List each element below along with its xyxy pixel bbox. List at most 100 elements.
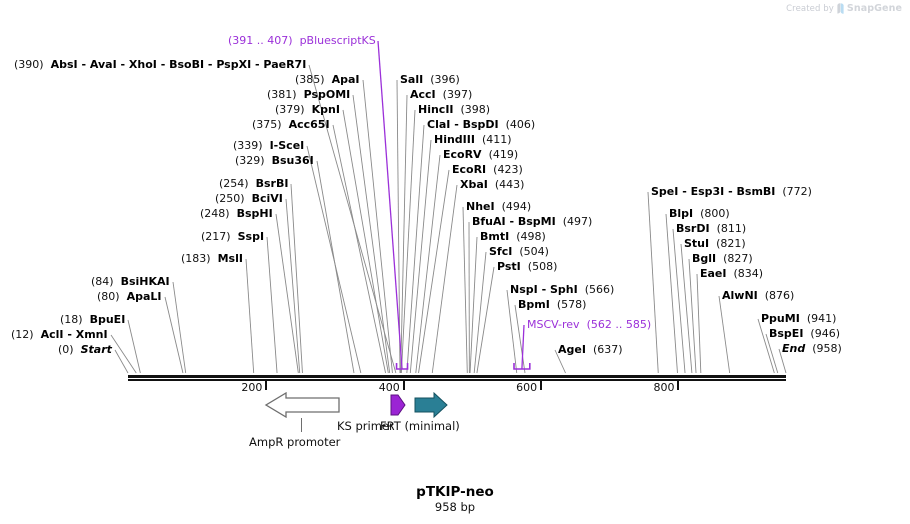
restriction-site-label[interactable]: (385) ApaI — [295, 74, 360, 86]
restriction-site-label[interactable]: HincII (398) — [418, 104, 490, 116]
feature-label[interactable]: (391 .. 407) pBluescriptKS — [228, 35, 376, 47]
site-position: (406) — [505, 118, 536, 131]
feature-leader-line — [521, 324, 525, 370]
restriction-site-label[interactable]: (18) BpuEI — [60, 314, 125, 326]
restriction-site-label[interactable]: BspEI (946) — [769, 328, 840, 340]
ruler-tick-label: 200 — [241, 381, 263, 394]
ks-primer-arrow[interactable] — [390, 392, 406, 418]
restriction-site-label[interactable]: NspI - SphI (566) — [510, 284, 614, 296]
restriction-site-label[interactable]: BfuAI - BspMI (497) — [472, 216, 592, 228]
restriction-site-label[interactable]: (217) SspI — [201, 231, 264, 243]
restriction-site-label[interactable]: BpmI (578) — [518, 299, 586, 311]
site-enzyme-name: SspI — [237, 230, 265, 243]
site-enzyme-name: BlpI — [669, 207, 694, 220]
site-enzyme-name: ApaI — [331, 73, 360, 86]
site-enzyme-name: XbaI — [460, 178, 488, 191]
restriction-site-label[interactable]: SpeI - Esp3I - BsmBI (772) — [651, 186, 812, 198]
frt-minimal-arrow[interactable] — [414, 392, 448, 418]
restriction-site-label[interactable]: (80) ApaLI — [97, 291, 162, 303]
site-leader-line — [342, 109, 389, 374]
restriction-site-label[interactable]: XbaI (443) — [460, 179, 524, 191]
site-position: (498) — [516, 230, 546, 243]
restriction-site-label[interactable]: BmtI (498) — [480, 231, 546, 243]
site-enzyme-name: PstI — [497, 260, 521, 273]
restriction-site-label[interactable]: (390) AbsI - AvaI - XhoI - BsoBI - PspXI… — [14, 59, 306, 71]
restriction-site-label[interactable]: StuI (821) — [684, 238, 746, 250]
restriction-site-label[interactable]: (329) Bsu36I — [235, 155, 314, 167]
restriction-site-label[interactable]: (339) I-SceI — [233, 140, 304, 152]
restriction-site-label[interactable]: AccI (397) — [410, 89, 472, 101]
site-enzyme-name: BspHI — [236, 207, 273, 220]
site-enzyme-name: BsrBI — [255, 177, 289, 190]
site-leader-line — [718, 295, 731, 374]
restriction-site-label[interactable]: EcoRV (419) — [443, 149, 518, 161]
restriction-site-label[interactable]: (183) MslI — [181, 253, 243, 265]
site-enzyme-names: HincII — [418, 103, 454, 116]
restriction-site-label[interactable]: SalI (396) — [400, 74, 460, 86]
site-position: (423) — [493, 163, 523, 176]
restriction-site-label[interactable]: End (958) — [782, 343, 842, 355]
restriction-site-label[interactable]: (0) Start — [58, 344, 112, 356]
site-position: (800) — [700, 207, 730, 220]
feature-label[interactable]: MSCV-rev (562 .. 585) — [527, 319, 651, 331]
site-name-separator: - — [204, 58, 217, 71]
restriction-site-label[interactable]: (248) BspHI — [200, 208, 273, 220]
restriction-site-label[interactable]: AgeI (637) — [558, 344, 623, 356]
feature-span-bracket — [513, 363, 531, 370]
site-enzyme-name: BsmBI — [736, 185, 776, 198]
site-position: (419) — [488, 148, 519, 161]
restriction-site-label[interactable]: EaeI (834) — [700, 268, 763, 280]
site-position: (497) — [562, 215, 593, 228]
restriction-site-label[interactable]: (375) Acc65I — [252, 119, 330, 131]
restriction-site-label[interactable]: (381) PspOMI — [267, 89, 350, 101]
site-leader-line — [688, 258, 697, 374]
site-enzyme-names: BsrBI — [256, 177, 289, 190]
restriction-site-label[interactable]: PpuMI (941) — [761, 313, 836, 325]
restriction-site-label[interactable]: BsrDI (811) — [676, 223, 746, 235]
site-enzyme-name: EcoRI — [452, 163, 487, 176]
site-enzyme-names: StuI — [684, 237, 709, 250]
site-enzyme-name: XmnI — [75, 328, 108, 341]
site-enzyme-name: AbsI — [50, 58, 78, 71]
restriction-site-label[interactable]: (250) BciVI — [215, 193, 283, 205]
site-leader-line — [647, 191, 659, 374]
site-enzyme-names: XbaI — [460, 178, 488, 191]
site-position: (18) — [60, 313, 83, 326]
site-enzyme-names: MslI — [218, 252, 243, 265]
restriction-site-label[interactable]: EcoRI (423) — [452, 164, 523, 176]
site-leader-line — [431, 184, 458, 374]
site-name-separator: - — [63, 328, 76, 341]
site-enzyme-names: BpmI — [518, 298, 550, 311]
site-name-separator: - — [116, 58, 129, 71]
restriction-site-label[interactable]: HindIII (411) — [434, 134, 512, 146]
restriction-site-label[interactable]: (84) BsiHKAI — [91, 276, 170, 288]
restriction-site-label[interactable]: BglI (827) — [692, 253, 753, 265]
ampr-promoter-arrow[interactable] — [264, 392, 340, 418]
site-enzyme-names: BglI — [692, 252, 716, 265]
site-leader-line — [469, 236, 478, 374]
site-enzyme-names: ApaI — [332, 73, 360, 86]
site-enzyme-names: End — [782, 342, 805, 355]
site-enzyme-names: BspEI — [769, 327, 803, 340]
site-enzyme-names: EcoRI — [452, 163, 486, 176]
restriction-site-label[interactable]: (379) KpnI — [275, 104, 340, 116]
restriction-site-label[interactable]: ClaI - BspDI (406) — [427, 119, 535, 131]
restriction-site-label[interactable]: BlpI (800) — [669, 208, 730, 220]
site-position: (958) — [812, 342, 842, 355]
site-leader-line — [506, 289, 518, 374]
ruler-tick-label: 600 — [516, 381, 538, 394]
site-position: (443) — [494, 178, 525, 191]
restriction-site-label[interactable]: AlwNI (876) — [722, 290, 794, 302]
site-enzyme-names: BspHI — [237, 207, 273, 220]
restriction-site-label[interactable]: PstI (508) — [497, 261, 557, 273]
restriction-site-label[interactable]: (254) BsrBI — [219, 178, 288, 190]
restriction-site-label[interactable]: (12) AclI - XmnI — [11, 329, 108, 341]
site-enzyme-name: NheI — [466, 200, 495, 213]
restriction-site-label[interactable]: SfcI (504) — [489, 246, 549, 258]
site-leader-line — [415, 154, 441, 374]
restriction-site-label[interactable]: NheI (494) — [466, 201, 531, 213]
site-name-separator: - — [77, 58, 90, 71]
site-enzyme-name: BciVI — [251, 192, 283, 205]
frt-minimal-label: FRT (minimal) — [380, 419, 460, 433]
site-enzyme-name: ApaLI — [126, 290, 162, 303]
